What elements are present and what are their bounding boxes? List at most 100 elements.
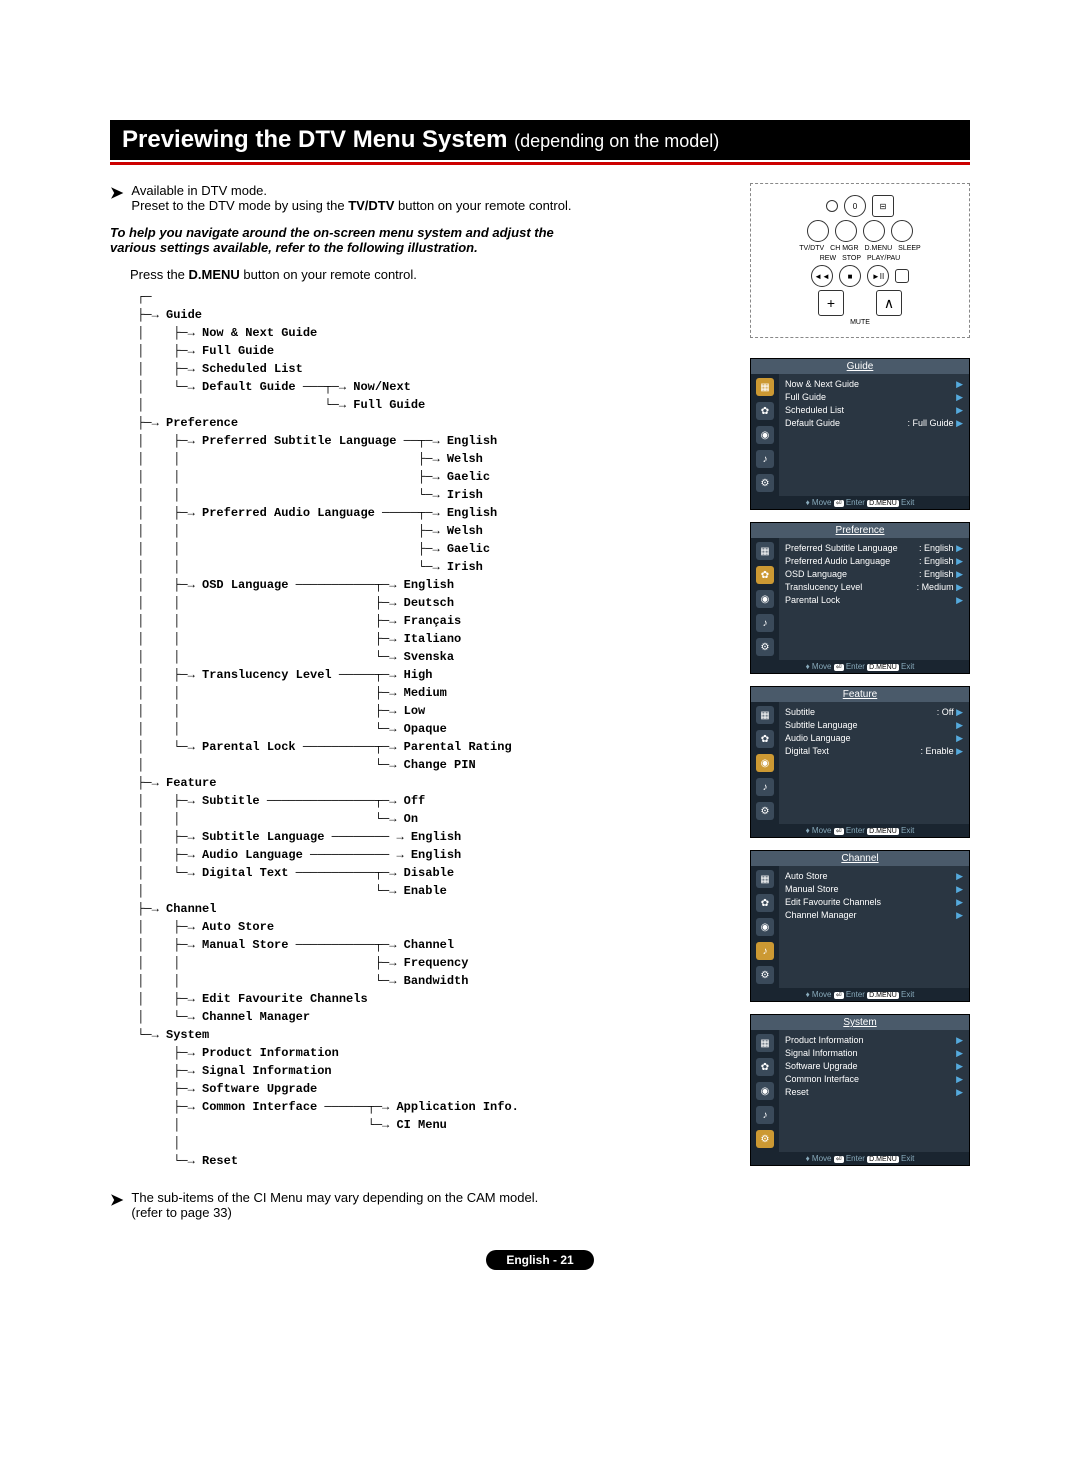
page-number: English - 21 (110, 1250, 970, 1270)
osd-header: Guide (751, 359, 969, 374)
osd-nav-icon: ✿ (756, 730, 774, 748)
remote-btn-dmenu (863, 220, 885, 242)
osd-header: Preference (751, 523, 969, 538)
osd-item-list: Auto Store▶Manual Store▶Edit Favourite C… (779, 866, 969, 988)
osd-panel: Preference ▦ ✿ ◉ ♪ ⚙ Preferred Subtitle Langua… (750, 522, 970, 674)
osd-nav-icon: ◉ (756, 1082, 774, 1100)
osd-nav-icon: ◉ (756, 754, 774, 772)
note-arrow-icon: ➤ (110, 1190, 123, 1220)
osd-nav-icon: ✿ (756, 566, 774, 584)
left-column: ➤ Available in DTV mode. Preset to the D… (110, 183, 730, 1220)
osd-icon-column: ▦ ✿ ◉ ♪ ⚙ (751, 1030, 779, 1152)
osd-item: Subtitle Language▶ (785, 719, 963, 732)
osd-item: Channel Manager▶ (785, 909, 963, 922)
osd-nav-icon: ◉ (756, 918, 774, 936)
tree-intro: Press the D.MENU button on your remote c… (130, 267, 730, 282)
osd-header: Channel (751, 851, 969, 866)
osd-item: Manual Store▶ (785, 883, 963, 896)
osd-item: Audio Language▶ (785, 732, 963, 745)
remote-btn-tvdtv (807, 220, 829, 242)
remote-btn-play: ►II (867, 265, 889, 287)
osd-nav-icon: ♪ (756, 942, 774, 960)
title-sub: (depending on the model) (514, 131, 719, 151)
osd-item: Preferred Audio Language: English ▶ (785, 555, 963, 568)
help-text: To help you navigate around the on-scree… (110, 225, 730, 255)
footnote: ➤ The sub-items of the CI Menu may vary … (110, 1190, 730, 1220)
note-arrow-icon: ➤ (110, 183, 123, 203)
remote-diagram: 0 ⊟ TV/DTV CH MGR D.MENU SLEEP REW (750, 183, 970, 338)
osd-header: Feature (751, 687, 969, 702)
osd-footer: ♦ Move ⏎ Enter D.MENU Exit (751, 988, 969, 1001)
remote-btn-small (895, 269, 909, 283)
red-divider (110, 162, 970, 165)
intro-line2: Preset to the DTV mode by using the TV/D… (131, 198, 571, 213)
osd-icon-column: ▦ ✿ ◉ ♪ ⚙ (751, 538, 779, 660)
remote-btn-pre: ⊟ (872, 195, 894, 217)
osd-nav-icon: ⚙ (756, 1130, 774, 1148)
menu-tree: ┌─ ├─→ Guide │ ├─→ Now & Next Guide │ ├─… (130, 288, 730, 1170)
osd-footer: ♦ Move ⏎ Enter D.MENU Exit (751, 1152, 969, 1165)
osd-nav-icon: ♪ (756, 778, 774, 796)
osd-nav-icon: ◉ (756, 426, 774, 444)
remote-btn-0: 0 (844, 195, 866, 217)
osd-nav-icon: ✿ (756, 894, 774, 912)
osd-item: Signal Information▶ (785, 1047, 963, 1060)
osd-nav-icon: ▦ (756, 542, 774, 560)
osd-item: Translucency Level: Medium ▶ (785, 581, 963, 594)
intro-line1: Available in DTV mode. (131, 183, 571, 198)
osd-panel: Feature ▦ ✿ ◉ ♪ ⚙ Subtitle: Off ▶Subtitle Lang… (750, 686, 970, 838)
osd-item: OSD Language: English ▶ (785, 568, 963, 581)
osd-icon-column: ▦ ✿ ◉ ♪ ⚙ (751, 866, 779, 988)
osd-header: System (751, 1015, 969, 1030)
osd-item: Default Guide: Full Guide ▶ (785, 417, 963, 430)
osd-item: Preferred Subtitle Language: English ▶ (785, 542, 963, 555)
osd-item: Auto Store▶ (785, 870, 963, 883)
remote-btn-up: ∧ (876, 290, 902, 316)
osd-item: Common Interface▶ (785, 1073, 963, 1086)
osd-icon-column: ▦ ✿ ◉ ♪ ⚙ (751, 702, 779, 824)
remote-btn-sleep (891, 220, 913, 242)
osd-item: Digital Text: Enable ▶ (785, 745, 963, 758)
osd-item: Scheduled List▶ (785, 404, 963, 417)
remote-btn-stop: ■ (839, 265, 861, 287)
osd-panel: Channel ▦ ✿ ◉ ♪ ⚙ Auto Store▶Manual Store▶Edit… (750, 850, 970, 1002)
remote-btn-rew: ◄◄ (811, 265, 833, 287)
osd-icon-column: ▦ ✿ ◉ ♪ ⚙ (751, 374, 779, 496)
osd-panel: System ▦ ✿ ◉ ♪ ⚙ Product Information▶Signal In… (750, 1014, 970, 1166)
right-column: 0 ⊟ TV/DTV CH MGR D.MENU SLEEP REW (750, 183, 970, 1220)
osd-nav-icon: ♪ (756, 1106, 774, 1124)
osd-footer: ♦ Move ⏎ Enter D.MENU Exit (751, 824, 969, 837)
osd-item-list: Preferred Subtitle Language: English ▶Pr… (779, 538, 969, 660)
osd-nav-icon: ◉ (756, 590, 774, 608)
remote-btn-plus: + (818, 290, 844, 316)
osd-nav-icon: ⚙ (756, 966, 774, 984)
osd-item-list: Subtitle: Off ▶Subtitle Language▶Audio L… (779, 702, 969, 824)
osd-nav-icon: ⚙ (756, 802, 774, 820)
remote-btn-chmgr (835, 220, 857, 242)
osd-nav-icon: ♪ (756, 614, 774, 632)
osd-nav-icon: ▦ (756, 1034, 774, 1052)
osd-item: Subtitle: Off ▶ (785, 706, 963, 719)
osd-item: Software Upgrade▶ (785, 1060, 963, 1073)
osd-panel: Guide ▦ ✿ ◉ ♪ ⚙ Now & Next Guide▶Full Guide▶Sc… (750, 358, 970, 510)
osd-item: Full Guide▶ (785, 391, 963, 404)
osd-item: Product Information▶ (785, 1034, 963, 1047)
osd-nav-icon: ✿ (756, 1058, 774, 1076)
osd-nav-icon: ⚙ (756, 474, 774, 492)
osd-nav-icon: ♪ (756, 450, 774, 468)
manual-page: Previewing the DTV Menu System (dependin… (0, 0, 1080, 1330)
osd-nav-icon: ▦ (756, 706, 774, 724)
osd-footer: ♦ Move ⏎ Enter D.MENU Exit (751, 660, 969, 673)
osd-nav-icon: ⚙ (756, 638, 774, 656)
title-main: Previewing the DTV Menu System (122, 126, 507, 153)
osd-item: Edit Favourite Channels▶ (785, 896, 963, 909)
osd-footer: ♦ Move ⏎ Enter D.MENU Exit (751, 496, 969, 509)
osd-item: Reset▶ (785, 1086, 963, 1099)
osd-item-list: Product Information▶Signal Information▶S… (779, 1030, 969, 1152)
osd-nav-icon: ▦ (756, 870, 774, 888)
osd-nav-icon: ✿ (756, 402, 774, 420)
osd-nav-icon: ▦ (756, 378, 774, 396)
osd-item: Now & Next Guide▶ (785, 378, 963, 391)
page-title-bar: Previewing the DTV Menu System (dependin… (110, 120, 970, 160)
remote-small-btn (826, 200, 838, 212)
